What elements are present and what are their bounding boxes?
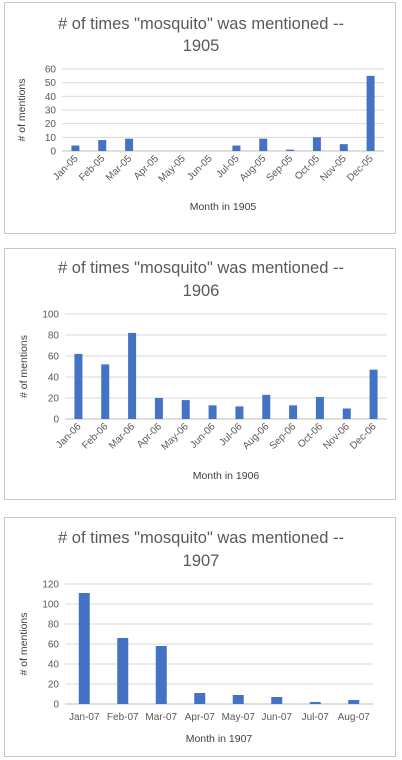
x-tick-label: Aug-07 <box>338 712 371 723</box>
bar <box>235 406 244 419</box>
chart-svg-1907: # of times "mosquito" was mentioned -- 19… <box>18 529 373 745</box>
chart-title-line: 1906 <box>183 282 220 300</box>
y-tick-label: 60 <box>48 640 60 651</box>
x-axis-title: Month in 1906 <box>193 470 260 482</box>
chart-title-line: 1905 <box>183 37 220 55</box>
y-tick-label: 30 <box>45 106 57 117</box>
y-tick-label: 0 <box>50 147 56 158</box>
bar <box>315 396 324 419</box>
bar <box>71 145 80 151</box>
y-axis-title: # of mentions <box>18 612 30 675</box>
chart-svg-1906: # of times "mosquito" was mentioned -- 19… <box>18 259 387 482</box>
x-tick-label: Sep-06 <box>268 421 299 452</box>
y-tick-label: 0 <box>53 415 59 426</box>
bar <box>259 138 268 151</box>
x-axis-title: Month in 1907 <box>186 733 253 745</box>
x-tick-label: May-06 <box>160 421 192 453</box>
x-tick-label: Mar-07 <box>145 712 177 723</box>
x-tick-label: Mar-05 <box>104 153 134 183</box>
bar <box>155 646 167 704</box>
y-tick-label: 100 <box>42 310 59 321</box>
bar <box>289 405 298 419</box>
y-tick-label: 20 <box>48 394 60 405</box>
bar <box>101 364 110 419</box>
bar <box>286 149 295 151</box>
x-tick-label: Dec-06 <box>348 421 379 452</box>
x-tick-label: Jun-06 <box>188 421 218 451</box>
chart-title-line: # of times "mosquito" was mentioned -- <box>58 259 344 277</box>
x-tick-label: Sep-05 <box>265 153 296 184</box>
x-tick-label: May-07 <box>222 712 256 723</box>
bar <box>312 137 321 151</box>
bar <box>74 353 83 419</box>
bar <box>232 145 241 151</box>
y-tick-label: 40 <box>48 373 60 384</box>
y-tick-label: 60 <box>45 65 57 76</box>
x-tick-label: Dec-05 <box>345 153 376 184</box>
x-tick-label: Feb-07 <box>107 712 139 723</box>
chart-panel-1907: # of times "mosquito" was mentioned -- 19… <box>4 517 396 757</box>
bar <box>369 369 378 419</box>
bar <box>128 332 137 419</box>
x-tick-label: Nov-06 <box>321 421 352 452</box>
x-tick-label: Jun-07 <box>261 712 292 723</box>
y-tick-label: 100 <box>42 600 59 611</box>
bar <box>154 398 163 419</box>
chart-title-line: # of times "mosquito" was mentioned -- <box>58 529 344 547</box>
y-tick-label: 0 <box>53 700 59 711</box>
x-axis-title: Month in 1905 <box>190 201 257 213</box>
bar <box>339 144 348 151</box>
y-tick-label: 10 <box>45 133 57 144</box>
x-tick-label: Nov-05 <box>318 153 349 184</box>
chart-svg-1905: # of times "mosquito" was mentioned -- 19… <box>16 15 384 213</box>
y-tick-label: 20 <box>45 119 57 130</box>
y-tick-label: 40 <box>45 92 57 103</box>
x-tick-label: Aug-06 <box>241 421 272 452</box>
x-tick-label: Feb-05 <box>77 153 107 183</box>
y-axis-title: # of mentions <box>16 78 28 141</box>
bar <box>194 693 206 704</box>
y-axis-title: # of mentions <box>18 335 30 398</box>
chart-panel-1905: # of times "mosquito" was mentioned -- 19… <box>4 2 396 234</box>
y-tick-label: 40 <box>48 660 60 671</box>
bar <box>348 700 360 704</box>
bar <box>262 394 271 419</box>
bar <box>309 702 321 704</box>
bar <box>271 697 283 704</box>
x-tick-label: Mar-06 <box>107 421 137 451</box>
bar <box>208 405 217 419</box>
y-tick-label: 80 <box>48 331 60 342</box>
x-tick-label: Jan-07 <box>69 712 100 723</box>
x-tick-label: Apr-07 <box>185 712 215 723</box>
x-tick-label: Jun-05 <box>185 153 215 183</box>
bar <box>98 140 107 151</box>
bar <box>232 695 244 704</box>
bar <box>125 138 134 151</box>
chart-panel-1906: # of times "mosquito" was mentioned -- 19… <box>4 248 396 500</box>
x-tick-label: Feb-06 <box>80 421 110 451</box>
bar <box>181 400 190 419</box>
bar <box>366 75 375 151</box>
x-tick-label: Aug-05 <box>238 153 269 184</box>
y-tick-label: 50 <box>45 78 57 89</box>
chart-title-line: 1907 <box>183 552 220 570</box>
x-tick-label: May-05 <box>157 153 189 185</box>
bar <box>342 408 351 419</box>
x-tick-label: Oct-05 <box>293 153 322 182</box>
x-tick-label: Jul-07 <box>302 712 330 723</box>
y-tick-label: 20 <box>48 680 60 691</box>
x-tick-label: Oct-06 <box>296 421 325 450</box>
y-tick-label: 80 <box>48 620 60 631</box>
y-tick-label: 120 <box>42 580 59 591</box>
y-tick-label: 60 <box>48 352 60 363</box>
chart-title-line: # of times "mosquito" was mentioned -- <box>58 15 344 33</box>
bar <box>78 593 90 704</box>
bar <box>117 638 129 704</box>
